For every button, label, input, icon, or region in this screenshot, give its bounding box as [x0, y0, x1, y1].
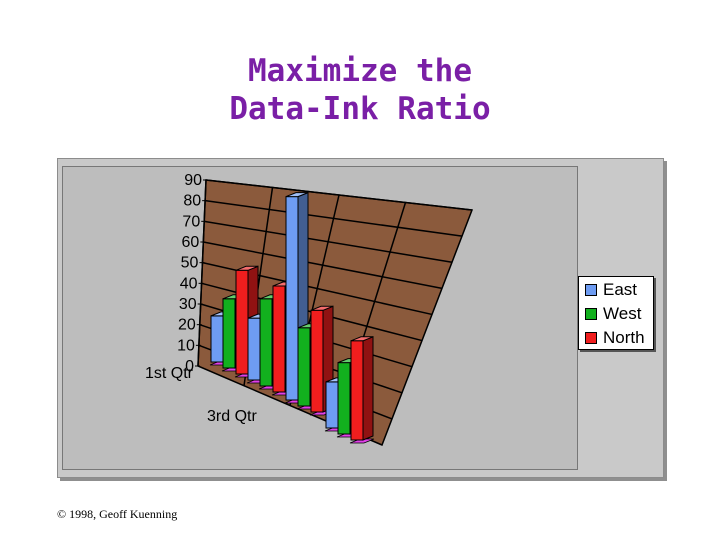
legend-swatch-east — [585, 284, 597, 296]
bar-north-q4 — [350, 336, 374, 441]
y-tick-label-40: 40 — [180, 275, 198, 292]
title-line-1: Maximize the — [248, 53, 472, 89]
bar-front-face — [247, 317, 261, 381]
y-tick-label-0: 0 — [185, 358, 194, 375]
bar-top-face — [310, 305, 334, 311]
legend-label-north: North — [603, 328, 645, 347]
legend-entry-west: West — [585, 303, 641, 325]
bar-top-face — [285, 192, 309, 198]
bar-top-face — [235, 265, 259, 271]
slide-title: Maximize the Data-Ink Ratio — [0, 52, 720, 128]
y-tick-label-80: 80 — [183, 193, 201, 210]
bar-front-face — [297, 327, 311, 407]
bar-front-face — [285, 196, 299, 401]
legend-label-west: West — [603, 304, 642, 323]
y-tick-label-20: 20 — [178, 317, 196, 334]
y-tick-label-10: 10 — [177, 337, 195, 354]
y-tick-label-60: 60 — [182, 234, 200, 251]
bar-top-face — [350, 336, 374, 342]
legend-label-east: East — [603, 280, 638, 299]
legend-entry-north: North — [585, 327, 645, 349]
value-axis-line — [197, 179, 207, 367]
y-tick-label-70: 70 — [182, 213, 200, 230]
x-category-label-q3: 3rd Qtr — [207, 408, 257, 425]
bar-front-face — [350, 340, 364, 441]
legend-swatch-west — [585, 308, 597, 320]
bar-front-face — [310, 309, 324, 413]
y-tick-label-90: 90 — [184, 172, 202, 189]
bar-side-face — [362, 336, 374, 441]
bar-front-face — [337, 362, 351, 435]
bar-front-face — [272, 285, 286, 393]
copyright-notice: © 1998, Geoff Kuenning — [57, 507, 178, 521]
bar-front-face — [210, 315, 224, 363]
y-tick-label-50: 50 — [181, 255, 199, 272]
bar-front-face — [222, 298, 236, 369]
x-category-label-q1: 1st Qtr — [145, 365, 194, 382]
bar-front-face — [325, 381, 339, 429]
chart-legend: East West North — [578, 276, 654, 350]
legend-entry-east: East — [585, 279, 637, 301]
title-line-2: Data-Ink Ratio — [229, 91, 491, 127]
bar-front-face — [259, 298, 273, 387]
legend-swatch-north — [585, 332, 597, 344]
y-tick-label-30: 30 — [179, 296, 197, 313]
bar-front-face — [235, 269, 249, 375]
